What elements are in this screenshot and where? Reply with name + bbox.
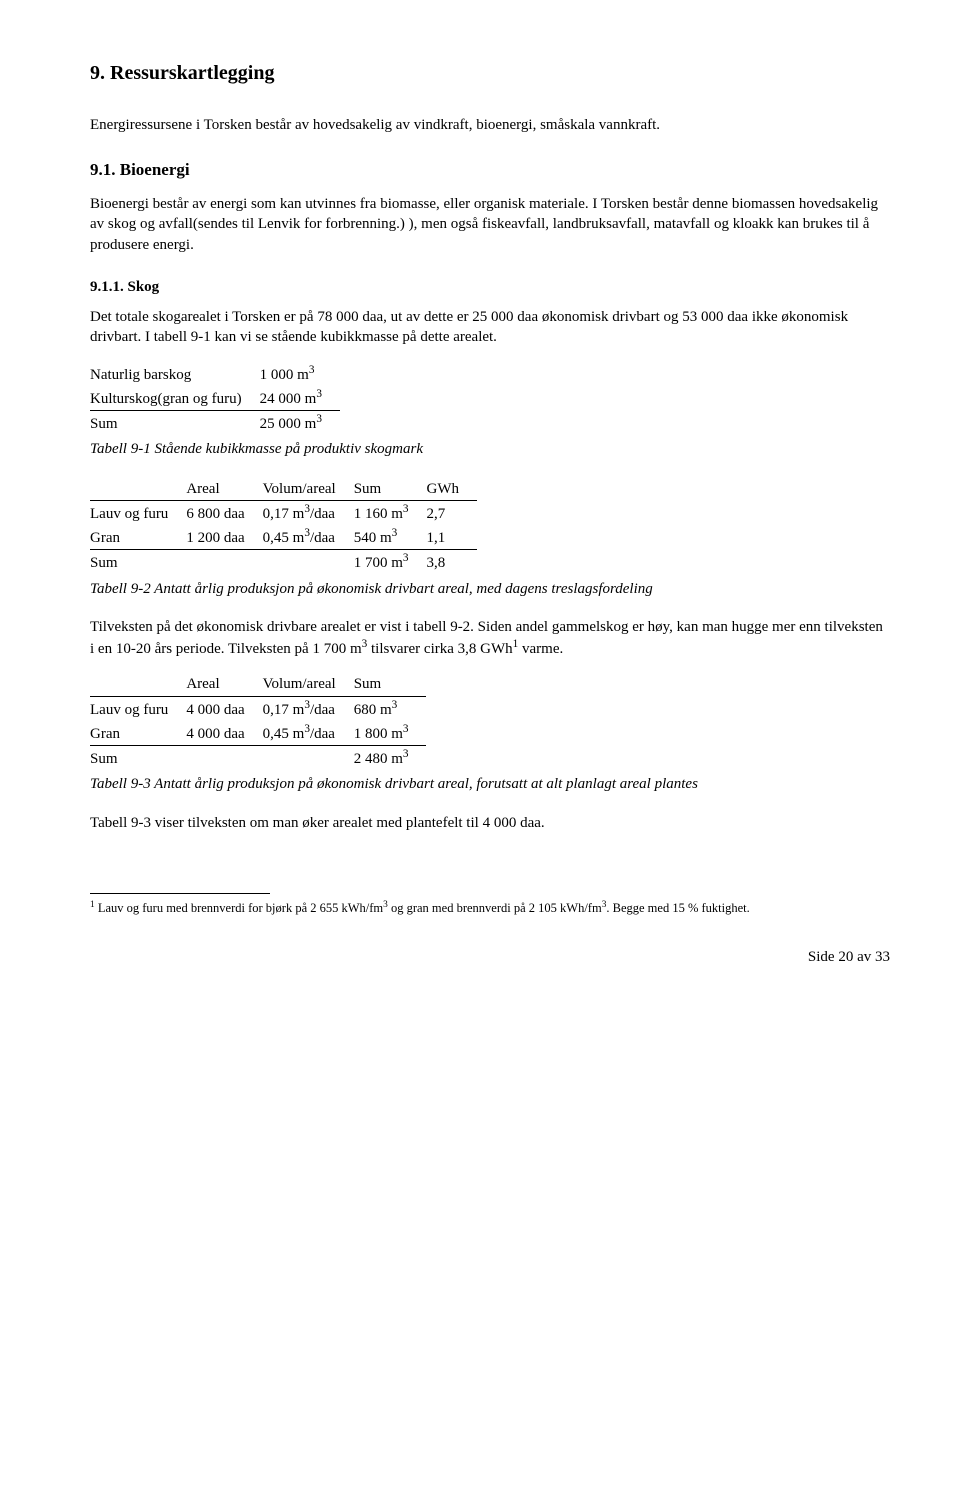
paragraph-intro: Energiressursene i Torsken består av hov…: [90, 115, 890, 135]
col-header: Sum: [354, 673, 427, 696]
col-header: Sum: [354, 478, 427, 501]
table-row: Gran 4 000 daa 0,45 m3/daa 1 800 m3: [90, 721, 426, 746]
table-row: Naturlig barskog 1 000 m3: [90, 362, 340, 386]
cell: Lauv og furu: [90, 500, 186, 525]
cell: 1 800 m3: [354, 721, 427, 746]
paragraph-closing: Tabell 9-3 viser tilveksten om man øker …: [90, 813, 890, 833]
cell: 2 480 m3: [354, 746, 427, 771]
table-row: Kulturskog(gran og furu) 24 000 m3: [90, 386, 340, 411]
cell: 0,17 m3/daa: [263, 500, 354, 525]
table-row-sum: Sum 2 480 m3: [90, 746, 426, 771]
cell: 4 000 daa: [186, 696, 262, 721]
cell: 1 700 m3: [354, 550, 427, 575]
cell: 1 200 daa: [186, 525, 262, 550]
col-header: [90, 478, 186, 501]
cell-label: Sum: [90, 411, 260, 436]
page-number: Side 20 av 33: [90, 947, 890, 967]
table-row: Lauv og furu 6 800 daa 0,17 m3/daa 1 160…: [90, 500, 477, 525]
cell: 0,45 m3/daa: [263, 721, 354, 746]
cell: 4 000 daa: [186, 721, 262, 746]
table-9-2: Areal Volum/areal Sum GWh Lauv og furu 6…: [90, 478, 477, 575]
table-9-3-caption: Tabell 9-3 Antatt årlig produksjon på øk…: [90, 774, 890, 794]
cell: 1,1: [426, 525, 477, 550]
col-header: Areal: [186, 673, 262, 696]
col-header: Volum/areal: [263, 673, 354, 696]
cell: 1 160 m3: [354, 500, 427, 525]
footnote-1: 1 Lauv og furu med brennverdi for bjørk …: [90, 900, 890, 917]
table-head: Areal Volum/areal Sum GWh: [90, 478, 477, 501]
cell: 0,17 m3/daa: [263, 696, 354, 721]
paragraph-skog: Det totale skogarealet i Torsken er på 7…: [90, 307, 890, 348]
cell-value: 24 000 m3: [260, 386, 340, 411]
paragraph-tilvekst: Tilveksten på det økonomisk drivbare are…: [90, 617, 890, 660]
cell: Gran: [90, 525, 186, 550]
cell-value: 25 000 m3: [260, 411, 340, 436]
table-9-1-caption: Tabell 9-1 Stående kubikkmasse på produk…: [90, 439, 890, 459]
heading-2: 9.1. Bioenergi: [90, 159, 890, 182]
cell: Lauv og furu: [90, 696, 186, 721]
cell: 540 m3: [354, 525, 427, 550]
cell: Gran: [90, 721, 186, 746]
col-header: GWh: [426, 478, 477, 501]
cell: 3,8: [426, 550, 477, 575]
cell: 2,7: [426, 500, 477, 525]
table-9-1: Naturlig barskog 1 000 m3 Kulturskog(gra…: [90, 362, 340, 436]
col-header: Volum/areal: [263, 478, 354, 501]
cell-value: 1 000 m3: [260, 362, 340, 386]
table-row: Gran 1 200 daa 0,45 m3/daa 540 m3 1,1: [90, 525, 477, 550]
cell: 680 m3: [354, 696, 427, 721]
table-row-sum: Sum 1 700 m3 3,8: [90, 550, 477, 575]
heading-3: 9.1.1. Skog: [90, 277, 890, 297]
table-row: Lauv og furu 4 000 daa 0,17 m3/daa 680 m…: [90, 696, 426, 721]
table-head: Areal Volum/areal Sum: [90, 673, 426, 696]
cell-label: Naturlig barskog: [90, 362, 260, 386]
footnote-separator: [90, 893, 270, 894]
cell-label: Kulturskog(gran og furu): [90, 386, 260, 411]
cell: 0,45 m3/daa: [263, 525, 354, 550]
col-header: [90, 673, 186, 696]
cell: 6 800 daa: [186, 500, 262, 525]
table-9-2-caption: Tabell 9-2 Antatt årlig produksjon på øk…: [90, 579, 890, 599]
cell: Sum: [90, 746, 186, 771]
heading-1: 9. Ressurskartlegging: [90, 60, 890, 87]
paragraph-bioenergi: Bioenergi består av energi som kan utvin…: [90, 194, 890, 255]
table-row-sum: Sum 25 000 m3: [90, 411, 340, 436]
col-header: Areal: [186, 478, 262, 501]
cell: Sum: [90, 550, 186, 575]
table-9-3: Areal Volum/areal Sum Lauv og furu 4 000…: [90, 673, 426, 770]
